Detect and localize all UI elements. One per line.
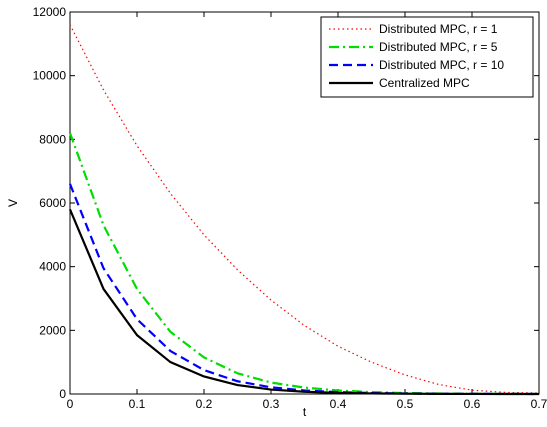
legend-label-1: Distributed MPC, r = 5 bbox=[379, 40, 498, 54]
x-tick-label: 0.1 bbox=[129, 397, 146, 411]
legend-label-2: Distributed MPC, r = 10 bbox=[379, 58, 504, 72]
legend-label-0: Distributed MPC, r = 1 bbox=[379, 22, 498, 36]
y-axis-label: V bbox=[6, 199, 20, 207]
y-tick-label: 2000 bbox=[39, 323, 66, 337]
x-axis-label: t bbox=[303, 405, 307, 419]
x-tick-label: 0.5 bbox=[397, 397, 414, 411]
y-tick-label: 6000 bbox=[39, 196, 66, 210]
axis-ticks: 0 0.1 0.2 0.3 0.4 0.5 0.6 0.7 0 2000 4000 6000 8000 1… bbox=[33, 5, 547, 411]
x-tick-label: 0 bbox=[67, 397, 74, 411]
series-group bbox=[68, 24, 540, 396]
y-tick-label: 0 bbox=[59, 387, 66, 401]
y-tick-label: 10000 bbox=[33, 69, 67, 83]
legend: Distributed MPC, r = 1 Distributed MPC, r… bbox=[320, 16, 534, 98]
y-tick-label: 4000 bbox=[39, 260, 66, 274]
x-tick-label: 0.2 bbox=[196, 397, 213, 411]
y-tick-label: 8000 bbox=[39, 132, 66, 146]
x-tick-label: 0.3 bbox=[263, 397, 280, 411]
x-tick-label: 0.4 bbox=[330, 397, 347, 411]
series-line-3 bbox=[68, 208, 540, 396]
x-tick-label: 0.6 bbox=[464, 397, 481, 411]
x-tick-label: 0.7 bbox=[531, 397, 547, 411]
y-tick-label: 12000 bbox=[33, 5, 67, 19]
series-line-0 bbox=[69, 24, 540, 394]
legend-label-3: Centralized MPC bbox=[379, 76, 470, 90]
